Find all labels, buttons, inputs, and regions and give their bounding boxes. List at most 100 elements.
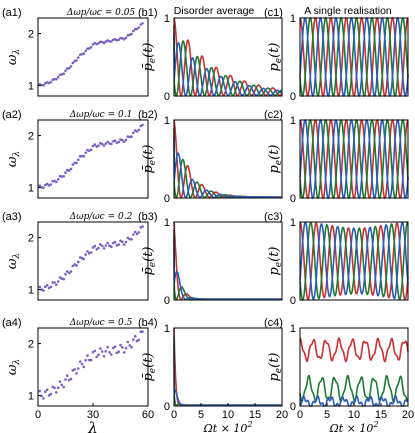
data-point (55, 283, 58, 286)
data-point (66, 374, 69, 378)
data-point (106, 140, 109, 144)
data-point (95, 248, 98, 251)
data-point (56, 178, 60, 181)
axes-frame (37, 119, 149, 199)
y-axis-label-arg: (t) (141, 246, 156, 261)
x-tick-label: 0 (171, 409, 177, 421)
series-line-blue (299, 221, 409, 301)
y-axis-label: p̄e(t) (141, 352, 158, 381)
y-axis-label: ωλ (5, 151, 22, 167)
y-axis-label-arg: (t) (267, 352, 282, 367)
y-tick-label: 0 (164, 91, 170, 103)
y-axis-label-arg: (t) (267, 144, 282, 159)
y-axis-label-main: p (267, 63, 282, 72)
data-point (77, 260, 80, 264)
y-tick-label: 1 (290, 115, 296, 127)
data-point (58, 380, 62, 383)
series-line-red (173, 327, 282, 406)
data-point (137, 26, 141, 29)
data-point (124, 240, 128, 244)
data-point (47, 394, 51, 397)
data-point (67, 66, 71, 70)
y-axis-label: p̄e(t) (141, 42, 158, 71)
data-point (77, 158, 80, 161)
data-point (62, 72, 65, 75)
y-axis-label-main: ω (5, 156, 20, 167)
panel-label: (a2) (2, 109, 22, 121)
column-title-b: Disorder average (174, 5, 255, 17)
x-tick-label: 10 (222, 409, 234, 421)
data-point (84, 49, 87, 53)
data-point (102, 41, 106, 45)
data-point (75, 161, 78, 165)
data-point (56, 280, 60, 283)
x-axis-label-exp: 2 (246, 420, 252, 429)
data-point (100, 244, 104, 248)
data-point (135, 339, 139, 343)
y-axis-label-main: p (267, 165, 282, 174)
y-tick-label: 1 (164, 217, 170, 229)
data-point (78, 360, 82, 363)
data-point (141, 330, 144, 334)
y-tick-label: 1 (164, 115, 170, 127)
y-tick-label: 2 (28, 339, 34, 351)
data-point (45, 388, 49, 392)
data-point (89, 251, 93, 254)
data-point (44, 390, 47, 394)
data-point (132, 338, 135, 342)
data-point (122, 37, 126, 41)
panel-label: (b3) (138, 211, 158, 223)
data-point (91, 350, 95, 354)
data-point (128, 344, 131, 347)
data-point (75, 264, 78, 267)
data-point (44, 285, 47, 289)
y-tick-label: 0 (164, 401, 170, 413)
panel-b4: 010 5 10 15 20p̄e(t)(b4)Ωt × 102 (138, 317, 288, 433)
x-tick-label: 30 (87, 409, 99, 421)
data-point (130, 238, 133, 241)
data-point (100, 142, 104, 146)
data-point (64, 171, 67, 174)
data-point (97, 42, 100, 45)
data-point (115, 351, 119, 355)
data-point (49, 392, 53, 396)
y-axis-label: ωλ (5, 49, 22, 65)
data-point (84, 151, 87, 155)
data-point (117, 243, 120, 246)
y-axis-label: ωλ (5, 253, 22, 269)
data-point (104, 350, 108, 353)
y-axis-label-main: p (267, 267, 282, 276)
x-tick-label: 60 (142, 409, 154, 421)
data-point (73, 368, 76, 371)
axes-frame (173, 17, 283, 97)
panel-a2: Δωp/ωc = 0.1 1 2 ωλ (a2) (2, 109, 149, 199)
panel-c2: 0 1 pe(t) (c2) (264, 109, 409, 205)
x-tick-label: 0 (35, 409, 41, 421)
data-point (75, 372, 78, 375)
data-point (53, 386, 56, 390)
data-point (62, 175, 65, 178)
axes-frame (173, 221, 283, 301)
y-axis-label-sub: e (274, 262, 284, 267)
data-point (110, 245, 113, 248)
y-tick-label: 1 (164, 323, 170, 335)
data-point (121, 345, 124, 349)
x-tick-label: 10 (348, 409, 360, 421)
series-line-green (173, 25, 283, 97)
panel-label: (b4) (138, 317, 158, 329)
data-point (62, 277, 65, 281)
y-axis-label-sub: e (148, 262, 158, 267)
data-point (42, 186, 45, 190)
data-point (106, 241, 109, 245)
series-line-blue (173, 33, 283, 97)
data-point (51, 281, 54, 284)
data-point (71, 163, 75, 166)
y-axis-label-sub: e (148, 58, 158, 63)
data-point (95, 355, 98, 359)
data-point (56, 75, 60, 79)
y-axis-label-main: ω (5, 54, 20, 65)
x-tick-label: 15 (375, 409, 387, 421)
x-tick-label: 20 (276, 409, 288, 421)
data-point (71, 61, 75, 65)
x-tick-label: 15 (249, 409, 261, 421)
